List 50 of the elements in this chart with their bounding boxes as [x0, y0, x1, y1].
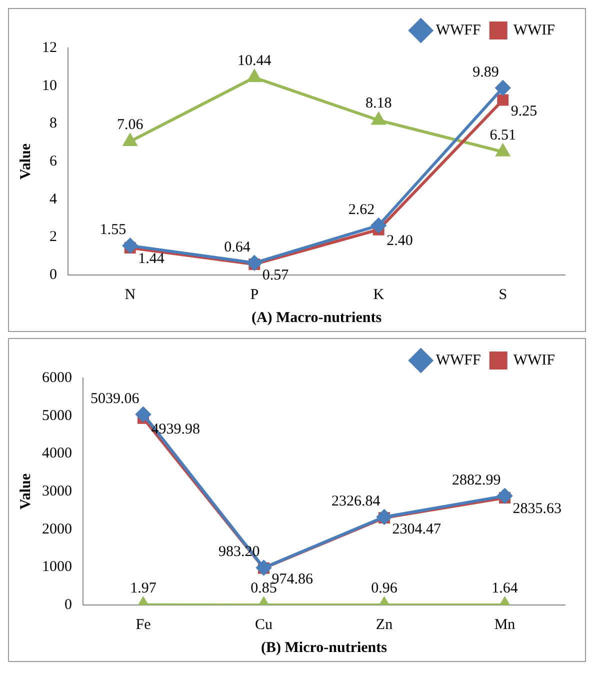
y-tick-label: 2000	[42, 521, 72, 538]
y-tick-label: 1000	[42, 559, 72, 576]
data-label: 1.55	[100, 222, 126, 238]
x-tick-label: Zn	[376, 616, 394, 633]
x-tick-label: Mn	[494, 616, 516, 633]
data-label: 2.62	[348, 202, 375, 218]
data-label: 6.51	[490, 127, 516, 144]
data-label: 8.18	[366, 96, 392, 112]
x-tick-label: Fe	[136, 616, 152, 633]
data-label: 2882.99	[452, 472, 501, 488]
y-axis-title: Value	[18, 143, 34, 180]
data-label: 0.96	[371, 580, 398, 596]
data-label: 2835.63	[512, 501, 562, 518]
data-label: 9.89	[472, 64, 499, 80]
data-label: 5039.06	[90, 390, 140, 407]
data-label: 2326.84	[332, 493, 381, 510]
data-label: 7.06	[117, 116, 144, 133]
x-axis-title: (B) Micro-nutrients	[261, 640, 388, 656]
data-label: 0.64	[224, 239, 251, 256]
x-tick-label: K	[373, 286, 384, 303]
legend-label: WWFF	[436, 352, 481, 368]
x-axis-title: (A) Macro-nutrients	[251, 310, 382, 326]
data-label: 2304.47	[392, 521, 442, 538]
data-label: 10.44	[238, 52, 272, 69]
data-label: 1.97	[130, 580, 157, 596]
y-tick-label: 12	[42, 40, 57, 56]
y-tick-label: 6	[50, 153, 58, 170]
legend-label: WWIF	[513, 22, 556, 38]
y-tick-label: 5000	[42, 408, 72, 424]
y-tick-label: 6000	[42, 370, 72, 386]
data-label: 1.44	[138, 251, 165, 268]
legend-label: WWFF	[436, 22, 481, 38]
y-tick-label: 2	[50, 229, 57, 246]
y-tick-label: 0	[50, 266, 57, 283]
y-tick-label: 8	[50, 116, 57, 132]
y-tick-label: 0	[64, 596, 72, 613]
y-tick-label: 3000	[42, 483, 72, 500]
data-label: 9.25	[510, 103, 538, 120]
y-tick-label: 10	[42, 78, 57, 94]
x-tick-label: Cu	[254, 616, 273, 633]
legend-label: WWIF	[513, 352, 556, 368]
x-tick-label: S	[498, 286, 508, 303]
data-label: 1.64	[492, 580, 518, 596]
data-label: 0.57	[262, 268, 290, 284]
x-tick-label: N	[124, 286, 136, 303]
y-axis-title: Value	[18, 473, 34, 510]
y-tick-label: 4	[50, 191, 58, 208]
y-tick-label: 4000	[42, 446, 72, 462]
x-tick-label: P	[250, 286, 259, 303]
data-label: 2.40	[386, 233, 413, 250]
